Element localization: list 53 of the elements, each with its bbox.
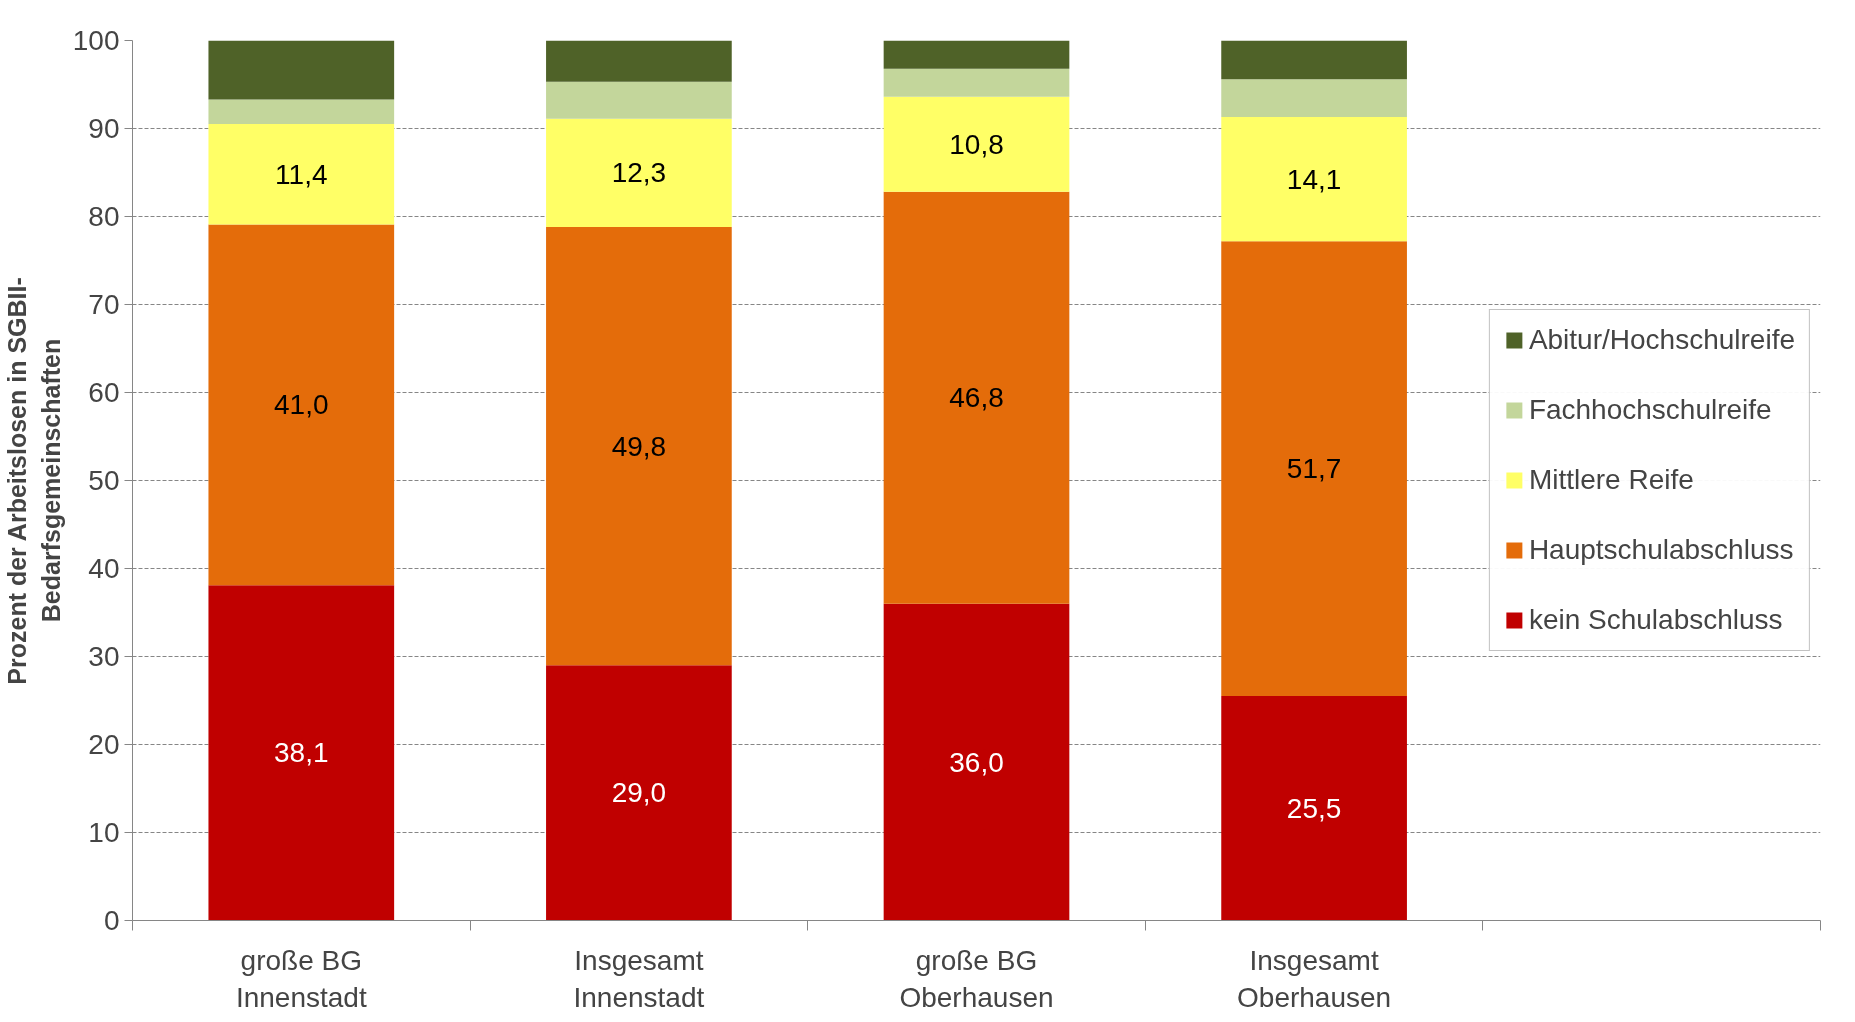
bar — [883, 191, 1070, 604]
y-tick-label: 10 — [88, 817, 120, 848]
bar — [883, 40, 1070, 69]
bar — [208, 224, 395, 586]
bar — [208, 585, 395, 921]
x-tick-label: große BG Innenstadt — [235, 944, 367, 1013]
data-label: 38,1 — [274, 737, 329, 769]
data-label: 46,8 — [949, 382, 1004, 414]
legend-label: kein Schulabschluss — [1528, 604, 1783, 636]
data-label: 12,3 — [611, 157, 667, 189]
data-label: 36,0 — [949, 746, 1004, 778]
bar — [208, 99, 395, 125]
bar — [546, 227, 732, 666]
y-tick-label: 40 — [88, 553, 120, 584]
bar — [1221, 241, 1407, 697]
bar — [1221, 79, 1407, 118]
bar — [546, 665, 732, 921]
x-tick-label: Insgesamt Oberhausen — [1237, 944, 1392, 1013]
y-tick-label: 0 — [103, 905, 120, 936]
y-tick-label: 90 — [88, 113, 120, 144]
legend-label: Fachhochschulreife — [1528, 394, 1772, 426]
y-tick-label: 100 — [72, 25, 120, 56]
x-tick-label: große BG Oberhausen — [899, 944, 1054, 1013]
bar — [546, 118, 732, 228]
data-label: 29,0 — [611, 777, 667, 809]
bar — [546, 40, 732, 82]
bar — [883, 68, 1070, 97]
legend-label: Mittlere Reife — [1528, 464, 1694, 496]
legend-label: Hauptschulabschluss — [1528, 534, 1794, 566]
y-axis-title: Prozent der Arbeitslosen in SGBII- Bedarfsgemeinschaften — [3, 277, 65, 685]
data-label: 10,8 — [949, 128, 1004, 160]
bar — [208, 124, 395, 225]
bar — [1221, 117, 1407, 242]
data-label: 14,1 — [1286, 163, 1342, 195]
data-label: 11,4 — [275, 158, 328, 190]
data-label: 41,0 — [274, 389, 329, 421]
y-tick-label: 70 — [88, 289, 120, 320]
bar — [1221, 696, 1407, 921]
x-tick-label: Insgesamt Innenstadt — [573, 944, 705, 1013]
bar — [1221, 40, 1407, 80]
data-label: 51,7 — [1286, 453, 1342, 485]
y-tick-label: 30 — [88, 641, 120, 672]
y-tick-label: 60 — [88, 377, 120, 408]
bar — [546, 81, 732, 119]
data-label: 49,8 — [611, 430, 667, 462]
data-label: 25,5 — [1286, 792, 1342, 824]
y-tick-label: 20 — [88, 729, 120, 760]
legend-label: Abitur/Hochschulreife — [1528, 324, 1795, 356]
bar — [883, 96, 1070, 192]
y-tick-label: 50 — [88, 465, 120, 496]
bar — [208, 40, 395, 100]
bar — [883, 603, 1070, 921]
y-tick-label: 80 — [88, 201, 120, 232]
